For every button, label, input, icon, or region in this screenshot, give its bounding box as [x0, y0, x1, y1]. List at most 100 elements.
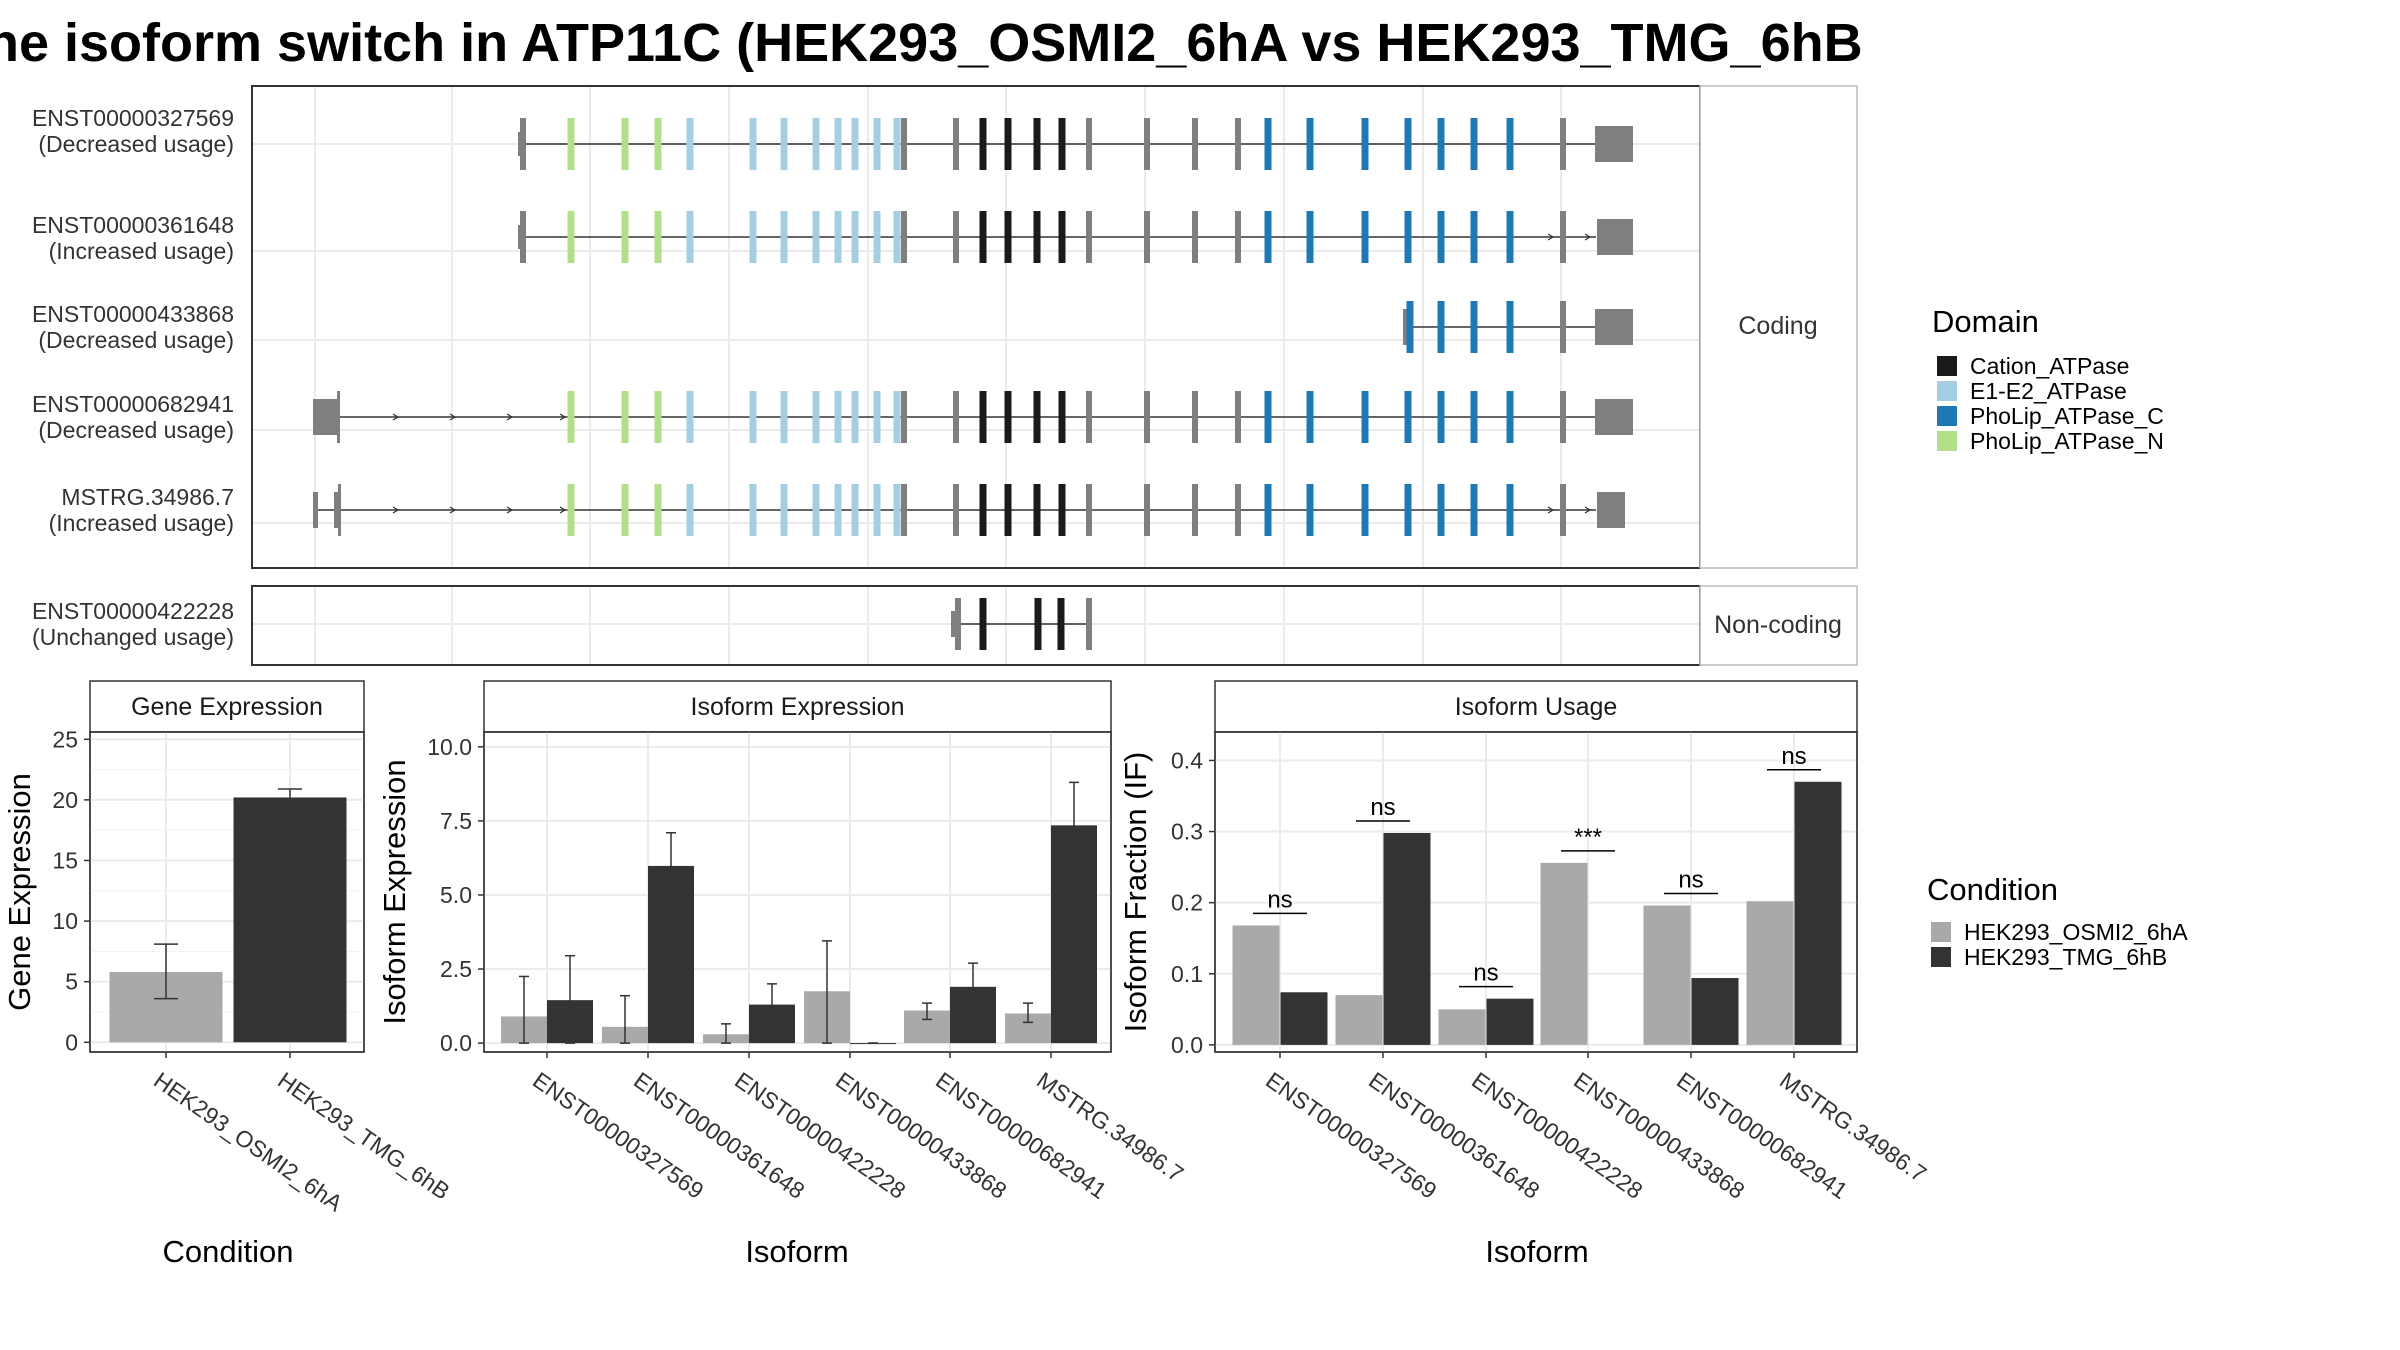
exon — [1470, 118, 1478, 170]
exon — [686, 391, 694, 443]
exon — [1033, 211, 1041, 263]
exon-edge — [624, 211, 626, 263]
exon — [1560, 484, 1566, 536]
exon — [1403, 309, 1408, 345]
facet-label-coding: Coding — [1738, 312, 1817, 340]
significance-label: ns — [1678, 867, 1703, 894]
exon — [621, 484, 629, 536]
exon — [313, 492, 318, 528]
exon-edge — [752, 211, 754, 263]
exon — [901, 118, 907, 170]
exon — [873, 118, 881, 170]
exon — [979, 391, 987, 443]
domain-legend-label: PhoLip_ATPase_C — [1970, 403, 2164, 429]
exon — [334, 492, 340, 528]
exon-edge — [1364, 118, 1366, 170]
y-tick-label: 5 — [65, 969, 78, 995]
exon-edge — [783, 211, 785, 263]
exon — [1086, 484, 1092, 536]
exon-edge — [1364, 211, 1366, 263]
exon — [621, 391, 629, 443]
condition-legend-title: Condition — [1927, 872, 2058, 907]
y-axis-title: Isoform Fraction (IF) — [1118, 752, 1153, 1033]
exon — [1560, 118, 1566, 170]
x-tick-label: ENST00000327569 — [528, 1067, 708, 1204]
exon-edge — [876, 391, 878, 443]
strand-arrow — [1547, 506, 1555, 514]
exon — [654, 484, 662, 536]
x-axis-title: Isoform — [745, 1234, 848, 1269]
exon-edge — [570, 391, 572, 443]
exon — [749, 391, 757, 443]
domain-legend-title: Domain — [1932, 304, 2039, 339]
strand-arrow — [506, 413, 514, 421]
exon — [1144, 391, 1150, 443]
isoform-expression-strip-title: Isoform Expression — [691, 693, 905, 721]
exon — [1086, 118, 1092, 170]
exon — [1235, 211, 1241, 263]
y-tick-label: 25 — [52, 726, 78, 752]
exon-edge — [783, 391, 785, 443]
exon — [1086, 598, 1092, 650]
exon-edge — [896, 391, 898, 443]
gene-expression-strip-title: Gene Expression — [131, 693, 323, 721]
exon — [567, 484, 575, 536]
domain-legend-key — [1937, 431, 1957, 451]
exon — [621, 118, 629, 170]
exon-edge — [1364, 391, 1366, 443]
x-tick-label: ENST00000422228 — [1467, 1067, 1647, 1204]
bar — [1438, 1009, 1486, 1045]
exon-edge — [1309, 484, 1311, 536]
exon — [979, 118, 987, 170]
exon — [1470, 391, 1478, 443]
gene-expression-border — [89, 731, 365, 1053]
exon-edge — [896, 484, 898, 536]
utr-exon — [1597, 219, 1633, 255]
strand-arrow — [506, 506, 514, 514]
exon — [834, 484, 842, 536]
exon-edge — [1440, 118, 1442, 170]
y-tick-label: 5.0 — [440, 882, 472, 908]
exon — [780, 118, 788, 170]
exon — [1004, 391, 1012, 443]
exon-edge — [1267, 484, 1269, 536]
exon-edge — [1267, 211, 1269, 263]
exon — [873, 391, 881, 443]
y-tick-label: 0.4 — [1171, 747, 1203, 773]
exon — [873, 211, 881, 263]
utr-exon — [1597, 492, 1625, 528]
exon — [1058, 211, 1066, 263]
exon-edge — [854, 391, 856, 443]
exon-edge — [1407, 391, 1409, 443]
exon — [953, 391, 959, 443]
exon — [901, 484, 907, 536]
exon — [1406, 301, 1414, 353]
exon — [686, 118, 694, 170]
exon — [686, 211, 694, 263]
exon — [1192, 391, 1198, 443]
x-tick-label: ENST00000433868 — [1569, 1067, 1749, 1204]
y-tick-label: 0.3 — [1171, 819, 1203, 845]
exon — [893, 118, 901, 170]
domain-legend-key — [1937, 406, 1957, 426]
isoform-usage-label: (Decreased usage) — [38, 131, 234, 157]
bar — [1691, 978, 1739, 1045]
exon — [1404, 211, 1412, 263]
exon — [1235, 484, 1241, 536]
exon — [1264, 484, 1272, 536]
bar — [1746, 901, 1794, 1045]
exon — [337, 391, 340, 443]
x-tick-label: ENST00000422228 — [730, 1067, 910, 1204]
isoform-usage-strip — [1214, 680, 1858, 733]
significance-label: ns — [1267, 886, 1292, 913]
exon — [979, 484, 987, 536]
exon — [1470, 301, 1478, 353]
exon-edge — [854, 211, 856, 263]
exon-edge — [570, 211, 572, 263]
exon — [780, 211, 788, 263]
exon — [1437, 301, 1445, 353]
exon-edge — [1407, 211, 1409, 263]
exon — [1264, 118, 1272, 170]
exon-edge — [837, 118, 839, 170]
